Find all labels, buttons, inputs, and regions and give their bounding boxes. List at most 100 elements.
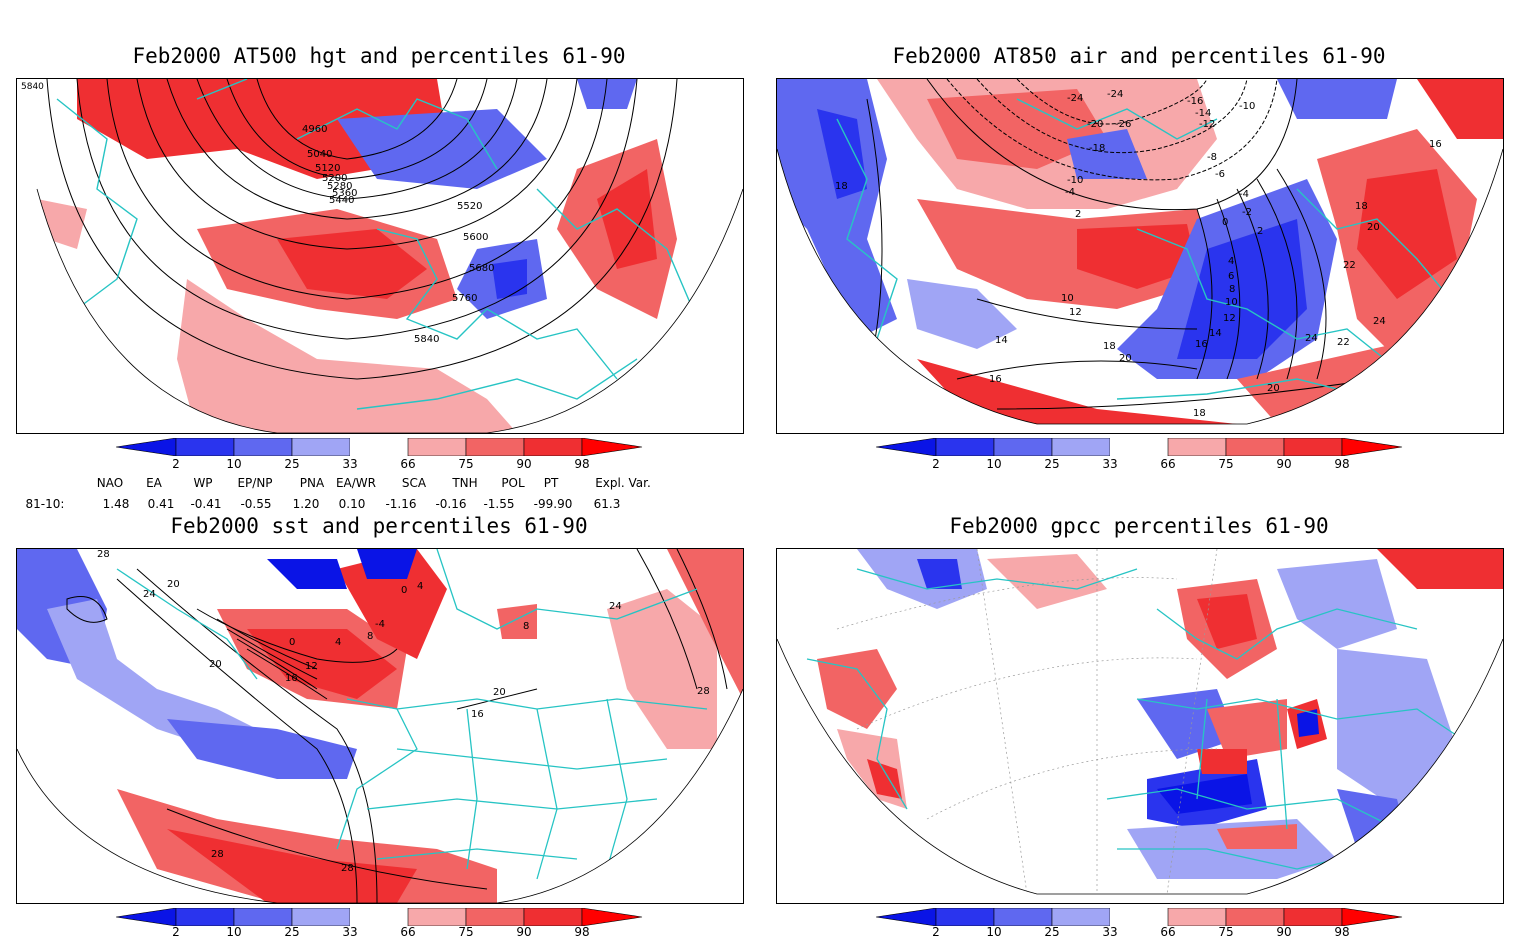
- svg-text:5040: 5040: [307, 149, 332, 160]
- map-hgt-svg: 5840 4960 5040 5120 5200 5280 5360 5440 …: [17, 79, 743, 433]
- svg-text:5840: 5840: [414, 334, 439, 345]
- panel-title-gpcc: Feb2000 gpcc percentiles 61-90: [949, 514, 1329, 538]
- warm-anomaly: [1417, 79, 1503, 139]
- svg-text:16: 16: [1429, 139, 1442, 150]
- map-boundary: [777, 148, 1503, 425]
- svg-text:28: 28: [97, 549, 110, 560]
- svg-text:16: 16: [285, 673, 298, 684]
- svg-text:28: 28: [697, 686, 710, 697]
- svg-text:18: 18: [1355, 201, 1368, 212]
- map-panel-sst: 28 24 20 20 16 12 8 4 0 -4 0 4 8 16 24 2…: [16, 548, 744, 904]
- cold-anomaly: [167, 719, 357, 779]
- map-panel-air: -24 -24 -20 -26 -18 -16 -14 -12 -10 -10 …: [776, 78, 1504, 434]
- svg-text:0: 0: [401, 585, 407, 596]
- svg-text:-16: -16: [1187, 96, 1203, 107]
- svg-text:20: 20: [167, 579, 180, 590]
- contour-labels: -24 -24 -20 -26 -18 -16 -14 -12 -10 -10 …: [835, 89, 1442, 419]
- svg-text:16: 16: [1195, 339, 1208, 350]
- cold-anomaly: [1177, 219, 1307, 359]
- cold-anomaly: [777, 79, 897, 339]
- svg-text:20: 20: [1367, 222, 1380, 233]
- map-boundary: [777, 638, 1503, 895]
- svg-text:-18: -18: [1089, 143, 1105, 154]
- svg-text:5280: 5280: [327, 181, 352, 192]
- warm-anomaly: [917, 359, 1237, 424]
- svg-text:-6: -6: [1215, 169, 1225, 180]
- svg-text:5120: 5120: [315, 163, 340, 174]
- svg-text:-4: -4: [1065, 187, 1075, 198]
- svg-text:22: 22: [1337, 337, 1350, 348]
- svg-text:5360: 5360: [332, 188, 357, 199]
- svg-text:22: 22: [1343, 260, 1356, 271]
- svg-text:2: 2: [1257, 226, 1263, 237]
- svg-text:20: 20: [493, 687, 506, 698]
- warm-anomaly: [597, 169, 657, 269]
- cold-anomaly: [1067, 129, 1147, 179]
- map-boundary: [17, 688, 743, 903]
- warm-anomaly: [77, 79, 447, 179]
- warm-anomaly: [167, 829, 417, 903]
- warm-anomaly: [927, 89, 1107, 169]
- panel-title-air: Feb2000 AT850 air and percentiles 61-90: [892, 44, 1386, 68]
- warm-anomaly: [497, 604, 537, 639]
- svg-text:5200: 5200: [322, 173, 347, 184]
- svg-text:16: 16: [989, 374, 1002, 385]
- svg-text:4: 4: [1228, 256, 1234, 267]
- svg-text:8: 8: [523, 621, 529, 632]
- colorbar-gpcc: [876, 908, 1403, 926]
- cold-anomaly: [907, 279, 1017, 349]
- svg-text:24: 24: [143, 589, 156, 600]
- map-panel-hgt: 5840 4960 5040 5120 5200 5280 5360 5440 …: [16, 78, 744, 434]
- svg-text:14: 14: [995, 335, 1008, 346]
- map-boundary: [36, 188, 743, 433]
- svg-text:8: 8: [1229, 284, 1235, 295]
- svg-text:0: 0: [1222, 217, 1228, 228]
- colorbar-sst: [116, 908, 643, 926]
- svg-text:-20: -20: [1087, 119, 1103, 130]
- svg-text:24: 24: [1305, 333, 1318, 344]
- svg-text:18: 18: [1193, 408, 1206, 419]
- svg-text:4: 4: [335, 637, 341, 648]
- svg-text:14: 14: [1209, 328, 1222, 339]
- svg-text:18: 18: [835, 181, 848, 192]
- svg-text:12: 12: [305, 661, 318, 672]
- cold-anomaly: [817, 109, 867, 199]
- svg-text:-14: -14: [1195, 108, 1211, 119]
- map-sst-svg: 28 24 20 20 16 12 8 4 0 -4 0 4 8 16 24 2…: [17, 549, 743, 903]
- svg-text:5760: 5760: [452, 293, 477, 304]
- lat-lon-grid: [836, 549, 1218, 894]
- svg-text:20: 20: [209, 659, 222, 670]
- warm-anomaly: [337, 549, 447, 659]
- colorbar-hgt: [116, 438, 643, 456]
- index-values: 81-10: 1.48 0.41 -0.41 -0.55 1.20 0.10 -…: [25, 497, 621, 511]
- svg-text:-10: -10: [1067, 175, 1083, 186]
- panel-title-hgt: Feb2000 AT500 hgt and percentiles 61-90: [132, 44, 626, 68]
- svg-text:12: 12: [1223, 313, 1236, 324]
- svg-text:5600: 5600: [463, 232, 488, 243]
- svg-text:5680: 5680: [469, 263, 494, 274]
- svg-text:-8: -8: [1207, 152, 1217, 163]
- svg-text:-2: -2: [1242, 207, 1252, 218]
- coastlines-and-borders: [116, 549, 708, 880]
- svg-text:-26: -26: [1115, 119, 1131, 130]
- svg-text:0: 0: [289, 637, 295, 648]
- height-contours: [46, 79, 678, 380]
- cold-anomaly: [577, 79, 637, 109]
- colorbar-air: [876, 438, 1403, 456]
- warm-anomaly: [667, 549, 743, 699]
- map-panel-gpcc: [776, 548, 1504, 904]
- svg-text:20: 20: [1119, 353, 1132, 364]
- svg-text:16: 16: [471, 709, 484, 720]
- svg-text:24: 24: [1373, 316, 1386, 327]
- warm-anomaly: [277, 229, 427, 299]
- svg-text:10: 10: [1061, 293, 1074, 304]
- svg-text:-24: -24: [1107, 89, 1123, 100]
- warm-anomaly: [607, 589, 717, 749]
- svg-text:5440: 5440: [329, 195, 354, 206]
- svg-text:2: 2: [1075, 209, 1081, 220]
- precip-anomaly-patches: [817, 549, 1503, 879]
- corner-label: 5840: [21, 82, 44, 92]
- svg-text:28: 28: [341, 863, 354, 874]
- svg-text:4960: 4960: [302, 124, 327, 135]
- map-air-svg: -24 -24 -20 -26 -18 -16 -14 -12 -10 -10 …: [777, 79, 1503, 425]
